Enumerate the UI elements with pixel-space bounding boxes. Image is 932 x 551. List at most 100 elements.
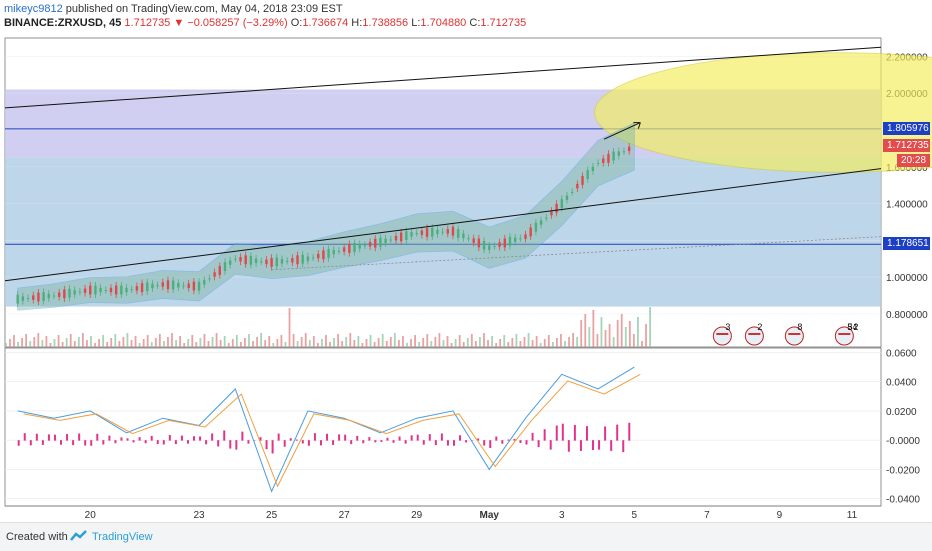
candle-body xyxy=(482,240,486,250)
event-count-label: 3 xyxy=(725,322,730,332)
volume-bar xyxy=(466,338,469,347)
chart-canvas[interactable]: 2.2000002.0000001.8000001.6000001.400000… xyxy=(0,0,932,522)
volume-bar xyxy=(154,338,157,347)
candle-body xyxy=(311,257,315,259)
candle-body xyxy=(493,246,496,248)
event-count-label: 5 xyxy=(847,322,852,332)
macd-histogram-bar xyxy=(162,440,165,445)
macd-histogram-bar xyxy=(144,440,147,444)
volume-bar xyxy=(110,338,113,347)
volume-bar xyxy=(458,335,461,347)
volume-bar xyxy=(503,335,506,347)
volume-bar xyxy=(357,336,360,347)
volume-bar xyxy=(49,343,52,347)
candle-body xyxy=(68,288,71,298)
candle-body xyxy=(576,183,579,189)
x-tick-label: 9 xyxy=(777,510,783,521)
macd-histogram-bar xyxy=(519,440,522,444)
candle-body xyxy=(384,238,387,244)
event-count-label: 34 xyxy=(847,322,857,332)
volume-bar xyxy=(98,339,100,347)
high-value: 1.738856 xyxy=(362,17,409,29)
volume-bar xyxy=(511,338,514,347)
volume-bar xyxy=(499,339,502,347)
projection-arrow xyxy=(603,122,641,140)
macd-histogram-bar xyxy=(398,436,401,441)
volume-bar xyxy=(474,341,477,347)
candle-body xyxy=(342,247,346,252)
macd-histogram-bar xyxy=(277,433,280,441)
candle-body xyxy=(254,258,258,264)
volume-bar xyxy=(406,343,408,347)
us-flag-icon xyxy=(834,326,854,346)
volume-bar xyxy=(624,327,627,347)
macd-histogram-bar xyxy=(579,440,582,451)
author-link[interactable]: mikeyc9812 xyxy=(4,3,63,15)
created-with-text: Created with xyxy=(6,531,68,543)
price-tick-label: 0.800000 xyxy=(886,310,928,321)
macd-histogram-bar xyxy=(513,438,516,441)
candle-body xyxy=(363,245,367,247)
candle-body xyxy=(135,286,139,291)
candle-body xyxy=(348,244,351,253)
volume-bar xyxy=(572,333,575,347)
volume-bar xyxy=(122,337,125,347)
volume-bar xyxy=(195,342,198,347)
candle-body xyxy=(37,292,40,302)
volume-bar xyxy=(620,314,623,347)
macd-histogram-bar xyxy=(223,430,226,441)
volume-bar xyxy=(199,338,202,347)
volume-bar xyxy=(377,338,380,347)
macd-histogram-bar xyxy=(66,434,69,441)
volume-bar xyxy=(231,339,234,347)
macd-histogram-bar xyxy=(628,422,631,441)
volume-bar xyxy=(223,336,226,347)
volume-bar xyxy=(414,335,417,347)
volume-bar xyxy=(641,341,643,347)
volume-bar xyxy=(308,340,311,347)
macd-tick-label: 0.0400 xyxy=(886,378,917,389)
macd-histogram-bar xyxy=(23,433,26,441)
candle-body xyxy=(612,151,615,161)
volume-bar xyxy=(434,337,437,347)
candle-body xyxy=(529,227,532,237)
macd-histogram-bar xyxy=(47,434,50,441)
volume-bar xyxy=(321,339,323,347)
volume-bar xyxy=(385,341,388,347)
volume-bar xyxy=(102,335,105,347)
x-tick-label: May xyxy=(480,510,500,521)
brand-link[interactable]: TradingView xyxy=(92,531,153,543)
volume-bar xyxy=(568,337,570,347)
volume-bar xyxy=(86,340,88,347)
candle-body xyxy=(607,153,610,163)
macd-histogram-bar xyxy=(368,437,371,441)
trend-line-lower xyxy=(4,168,882,282)
open-value: 1.736674 xyxy=(302,17,349,29)
volume-bar xyxy=(519,341,522,347)
flag-stripe xyxy=(838,333,851,335)
volume-bar xyxy=(57,335,60,347)
volume-bar xyxy=(21,338,24,347)
candle-body xyxy=(586,170,589,180)
candle-body xyxy=(524,234,527,239)
macd-histogram-bar xyxy=(168,434,171,441)
high-label: H: xyxy=(351,17,363,29)
candle-body xyxy=(239,257,242,262)
macd-histogram-bar xyxy=(229,440,232,449)
volume-bar xyxy=(389,337,392,347)
macd-histogram-bar xyxy=(156,440,159,445)
macd-histogram-bar xyxy=(35,433,38,441)
volume-bar xyxy=(256,337,258,347)
volume-bar xyxy=(138,343,141,347)
macd-histogram-bar xyxy=(235,440,238,450)
volume-bar xyxy=(612,337,615,347)
macd-histogram-bar xyxy=(459,435,462,441)
candle-body xyxy=(627,146,631,152)
macd-histogram-bar xyxy=(477,438,480,441)
x-axis: 20 23 25 27 29 May 3 5 7 9 11 xyxy=(5,505,881,521)
macd-histogram-bar xyxy=(271,440,274,454)
volume-bar xyxy=(543,339,546,347)
price-tick-label: 1.400000 xyxy=(886,200,928,211)
down-arrow-icon: ▼ xyxy=(173,17,185,29)
x-tick-label: 5 xyxy=(632,510,638,521)
